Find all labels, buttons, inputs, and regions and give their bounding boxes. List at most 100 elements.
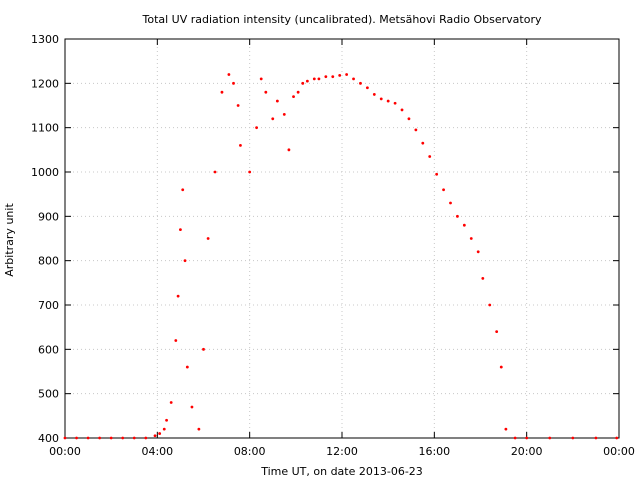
- data-point: [525, 436, 529, 440]
- data-point: [239, 144, 242, 147]
- data-point: [435, 172, 439, 176]
- data-point: [469, 237, 473, 240]
- data-point: [179, 228, 182, 232]
- data-point: [206, 237, 210, 240]
- x-tick-label: 04:00: [141, 445, 173, 458]
- data-point: [255, 126, 258, 130]
- x-tick-label: 12:00: [326, 445, 358, 458]
- data-point: [301, 81, 305, 85]
- x-axis-label: Time UT, on date 2013-06-23: [260, 465, 423, 478]
- data-point: [162, 427, 166, 431]
- data-point: [513, 436, 517, 440]
- data-point: [571, 436, 575, 440]
- y-tick-label: 1000: [31, 166, 59, 179]
- data-point: [359, 81, 362, 85]
- data-point: [292, 95, 295, 99]
- data-point: [86, 436, 90, 440]
- data-point: [174, 339, 178, 342]
- data-point: [324, 75, 328, 79]
- data-point: [379, 97, 383, 101]
- data-points: [63, 73, 619, 440]
- data-point: [132, 436, 136, 440]
- chart-text: Total UV radiation intensity (uncalibrat…: [3, 13, 635, 478]
- data-point: [144, 436, 148, 440]
- data-point: [63, 436, 67, 440]
- y-tick-label: 1300: [31, 33, 59, 46]
- data-point: [442, 188, 445, 192]
- data-point: [197, 427, 201, 431]
- data-point: [449, 201, 452, 205]
- y-tick-label: 500: [38, 388, 59, 401]
- data-point: [264, 90, 268, 94]
- y-tick-label: 800: [38, 255, 59, 268]
- data-point: [407, 117, 411, 121]
- data-point: [393, 101, 397, 105]
- y-tick-label: 1200: [31, 77, 59, 90]
- data-point: [271, 117, 275, 121]
- data-point: [365, 86, 369, 90]
- x-tick-label: 08:00: [234, 445, 266, 458]
- data-point: [232, 81, 235, 85]
- y-tick-label: 700: [38, 299, 59, 312]
- data-point: [456, 214, 459, 218]
- data-point: [548, 436, 552, 440]
- data-point: [594, 436, 598, 440]
- data-point: [305, 79, 309, 83]
- data-point: [176, 294, 180, 298]
- data-point: [421, 141, 425, 145]
- data-point: [338, 73, 342, 77]
- data-point: [317, 77, 321, 81]
- data-point: [169, 401, 173, 404]
- data-point: [183, 259, 187, 263]
- data-point: [202, 347, 205, 351]
- data-point: [181, 188, 185, 192]
- data-point: [213, 170, 217, 174]
- data-point: [476, 250, 480, 254]
- data-point: [488, 303, 492, 307]
- data-point: [372, 93, 376, 96]
- data-point: [345, 73, 349, 76]
- data-point: [296, 90, 300, 94]
- data-point: [220, 90, 224, 94]
- data-point: [615, 436, 619, 440]
- data-point: [98, 436, 102, 440]
- data-point: [386, 99, 390, 103]
- data-point: [185, 365, 189, 369]
- y-tick-label: 400: [38, 432, 59, 445]
- data-point: [153, 434, 157, 438]
- x-tick-label: 00:00: [49, 445, 81, 458]
- data-point: [495, 330, 499, 333]
- y-tick-label: 900: [38, 210, 59, 223]
- data-point: [287, 148, 291, 152]
- chart-title: Total UV radiation intensity (uncalibrat…: [142, 13, 542, 26]
- y-tick-label: 600: [38, 343, 59, 356]
- data-point: [75, 436, 78, 440]
- data-point: [109, 436, 113, 440]
- data-point: [414, 128, 418, 132]
- data-point: [248, 170, 252, 174]
- data-point: [481, 277, 485, 280]
- x-tick-label: 20:00: [511, 445, 543, 458]
- data-point: [190, 405, 194, 409]
- y-tick-label: 1100: [31, 122, 59, 135]
- x-tick-label: 00:00: [603, 445, 635, 458]
- data-point: [227, 73, 231, 76]
- data-point: [282, 112, 286, 116]
- data-point: [499, 365, 503, 369]
- x-tick-label: 16:00: [418, 445, 450, 458]
- data-point: [352, 77, 355, 81]
- plot-frame: [64, 38, 620, 439]
- data-point: [121, 436, 125, 440]
- data-point: [165, 418, 168, 422]
- data-point: [428, 155, 432, 158]
- axes: [64, 38, 620, 439]
- data-point: [331, 75, 335, 79]
- data-point: [259, 77, 263, 81]
- grid-lines: [65, 39, 619, 438]
- data-point: [312, 77, 316, 81]
- data-point: [275, 99, 279, 103]
- data-point: [158, 432, 162, 435]
- data-point: [462, 223, 466, 227]
